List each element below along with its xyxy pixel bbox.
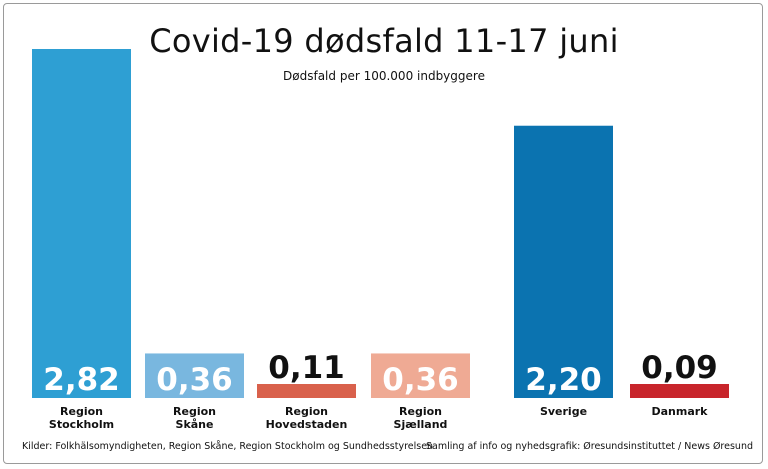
bar-region-stockholm	[32, 49, 131, 398]
source-note: Kilder: Folkhälsomyndigheten, Region Skå…	[22, 441, 434, 452]
category-label-region-stockholm-line1: Region	[60, 405, 103, 418]
chart-subtitle: Dødsfald per 100.000 indbyggere	[283, 69, 485, 83]
value-label-region-hovedstaden: 0,11	[268, 350, 345, 386]
category-label-region-hovedstaden-line2: Hovedstaden	[266, 418, 348, 431]
category-label-danmark: Danmark	[651, 405, 708, 418]
value-label-region-sk-ne: 0,36	[156, 362, 233, 398]
category-label-region-sk-ne-line1: Region	[173, 405, 216, 418]
value-label-region-stockholm: 2,82	[43, 362, 120, 398]
value-label-region-sj-lland: 0,36	[382, 362, 459, 398]
chart-title: Covid-19 dødsfald 11-17 juni	[149, 22, 619, 60]
category-label-sverige: Sverige	[540, 405, 587, 418]
category-label-region-sj-lland-line1: Region	[399, 405, 442, 418]
credit-note: Samling af info og nyhedsgrafik: Øresund…	[426, 441, 753, 452]
category-label-region-sk-ne-line2: Skåne	[176, 418, 214, 431]
bar-danmark	[630, 384, 729, 398]
category-label-region-sj-lland-line2: Sjælland	[394, 418, 448, 431]
bar-region-sj-lland	[371, 353, 470, 398]
bar-region-sk-ne	[145, 353, 244, 398]
category-label-region-hovedstaden-line1: Region	[285, 405, 328, 418]
bar-sverige	[514, 125, 613, 398]
value-label-sverige: 2,20	[525, 362, 602, 398]
value-label-danmark: 0,09	[641, 350, 718, 386]
category-label-region-stockholm-line2: Stockholm	[49, 418, 114, 431]
bar-region-hovedstaden	[257, 384, 356, 398]
